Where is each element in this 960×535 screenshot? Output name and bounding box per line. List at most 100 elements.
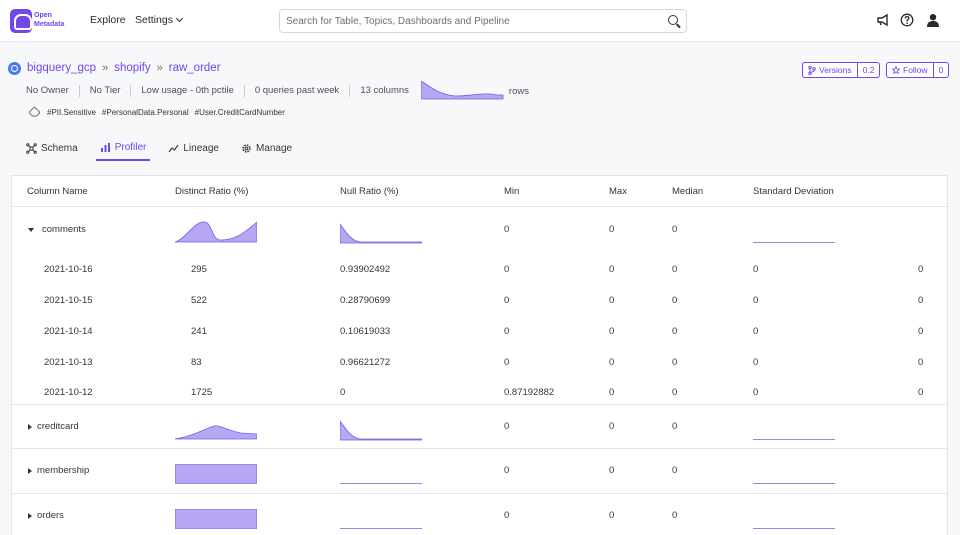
search-box[interactable] xyxy=(279,9,687,33)
column-name: membership xyxy=(37,465,90,476)
owner-info[interactable]: No Owner xyxy=(26,85,80,97)
history-extra: 0 xyxy=(918,264,924,275)
tag-item[interactable]: #PII.Sensitive xyxy=(47,108,96,117)
tab-label: Manage xyxy=(255,142,293,154)
history-distinct: 83 xyxy=(191,357,202,368)
tab-manage[interactable]: Manage xyxy=(237,141,296,161)
bigquery-service-icon xyxy=(8,61,21,75)
max-value: 0 xyxy=(609,510,615,521)
history-max: 0 xyxy=(609,295,615,306)
column-name: comments xyxy=(42,224,86,235)
branch-icon xyxy=(808,65,816,75)
null-ratio-sparkline xyxy=(340,223,422,244)
std-deviation-sparkline xyxy=(753,483,835,484)
history-distinct: 522 xyxy=(191,295,207,306)
columns-info: 13 columns xyxy=(360,85,409,96)
breadcrumb-table[interactable]: raw_order xyxy=(168,62,221,74)
history-extra: 0 xyxy=(918,357,924,368)
history-row: 2021-10-12 1725 0 0.87192882 0 0 0 0 xyxy=(12,381,947,405)
tag-item[interactable]: #PersonalData.Personal xyxy=(101,108,189,117)
history-min: 0.87192882 xyxy=(504,387,555,398)
usage-info: Low usage - 0th pctile xyxy=(131,85,245,97)
col-header-median: Median xyxy=(672,186,704,197)
rows-sparkline xyxy=(420,81,504,100)
history-null: 0.28790699 xyxy=(340,295,391,306)
history-date: 2021-10-15 xyxy=(44,295,93,306)
logo-text-line2: Metadata xyxy=(34,21,65,28)
history-median: 0 xyxy=(672,387,678,398)
breadcrumb-service[interactable]: bigquery_gcp xyxy=(27,62,97,74)
versions-label: Versions xyxy=(819,65,852,75)
median-value: 0 xyxy=(672,224,678,235)
tab-label: Lineage xyxy=(183,142,219,154)
history-extra: 0 xyxy=(918,326,924,337)
null-ratio-sparkline xyxy=(340,420,422,441)
openmetadata-logo[interactable]: Open Metadata xyxy=(10,8,100,34)
table-meta: No Owner No Tier Low usage - 0th pctile … xyxy=(26,81,529,100)
min-value: 0 xyxy=(504,465,510,476)
distinct-ratio-sparkline xyxy=(175,464,257,484)
history-row: 2021-10-16 295 0.93902492 0 0 0 0 0 xyxy=(12,257,947,288)
col-header-null: Null Ratio (%) xyxy=(340,186,399,197)
max-value: 0 xyxy=(609,421,615,432)
distinct-ratio-sparkline xyxy=(175,509,257,529)
distinct-ratio-sparkline xyxy=(175,221,257,243)
nav-explore[interactable]: Explore xyxy=(90,14,126,26)
col-header-name: Column Name xyxy=(27,186,88,197)
col-header-max: Max xyxy=(609,186,627,197)
versions-count: 0.2 xyxy=(856,63,880,77)
profiler-icon xyxy=(100,142,110,152)
queries-info: 0 queries past week xyxy=(245,85,351,97)
collapse-caret-icon[interactable] xyxy=(28,228,34,232)
tag-item[interactable]: #User.CreditCardNumber xyxy=(194,108,285,117)
gear-icon xyxy=(242,143,251,153)
null-ratio-sparkline xyxy=(340,483,422,484)
history-distinct: 1725 xyxy=(191,387,213,398)
column-row[interactable]: orders 0 0 0 xyxy=(12,494,947,535)
history-extra: 0 xyxy=(918,387,924,398)
follow-button[interactable]: Follow 0 xyxy=(886,62,950,78)
breadcrumb: bigquery_gcp » shopify » raw_order xyxy=(8,60,221,76)
history-max: 0 xyxy=(609,326,615,337)
breadcrumb-database[interactable]: shopify xyxy=(114,62,151,74)
tab-profiler[interactable]: Profiler xyxy=(95,141,151,161)
expand-caret-icon[interactable] xyxy=(28,513,32,519)
search-input[interactable] xyxy=(280,10,660,32)
rows-label: rows xyxy=(508,85,529,97)
history-max: 0 xyxy=(609,357,615,368)
null-ratio-sparkline xyxy=(340,528,422,529)
search-icon[interactable] xyxy=(668,15,678,25)
help-icon[interactable] xyxy=(900,13,914,27)
history-extra: 0 xyxy=(918,295,924,306)
breadcrumb-separator: » xyxy=(102,62,109,74)
history-std: 0 xyxy=(753,357,759,368)
history-max: 0 xyxy=(609,387,615,398)
column-name: creditcard xyxy=(37,421,79,432)
tab-schema[interactable]: Schema xyxy=(22,141,82,161)
history-median: 0 xyxy=(672,264,678,275)
expand-caret-icon[interactable] xyxy=(28,424,32,430)
tier-info[interactable]: No Tier xyxy=(80,85,132,97)
history-min: 0 xyxy=(504,357,510,368)
user-avatar-icon[interactable] xyxy=(926,13,940,27)
tags-row: #PII.Sensitive #PersonalData.Personal #U… xyxy=(28,106,285,119)
max-value: 0 xyxy=(609,224,615,235)
follow-count: 0 xyxy=(932,63,949,77)
history-min: 0 xyxy=(504,326,510,337)
history-date: 2021-10-14 xyxy=(44,326,93,337)
history-date: 2021-10-12 xyxy=(44,387,93,398)
history-min: 0 xyxy=(504,264,510,275)
nav-settings[interactable]: Settings xyxy=(135,14,183,26)
median-value: 0 xyxy=(672,465,678,476)
tab-lineage[interactable]: Lineage xyxy=(164,141,223,161)
expand-caret-icon[interactable] xyxy=(28,468,32,474)
median-value: 0 xyxy=(672,421,678,432)
column-row[interactable]: creditcard 0 0 0 xyxy=(12,405,947,449)
max-value: 0 xyxy=(609,465,615,476)
announcement-icon[interactable] xyxy=(876,13,890,27)
column-row[interactable]: comments 0 0 0 xyxy=(12,208,947,250)
column-row[interactable]: membership 0 0 0 xyxy=(12,449,947,494)
versions-button[interactable]: Versions 0.2 xyxy=(802,62,881,78)
history-date: 2021-10-13 xyxy=(44,357,93,368)
history-null: 0.96621272 xyxy=(340,357,391,368)
